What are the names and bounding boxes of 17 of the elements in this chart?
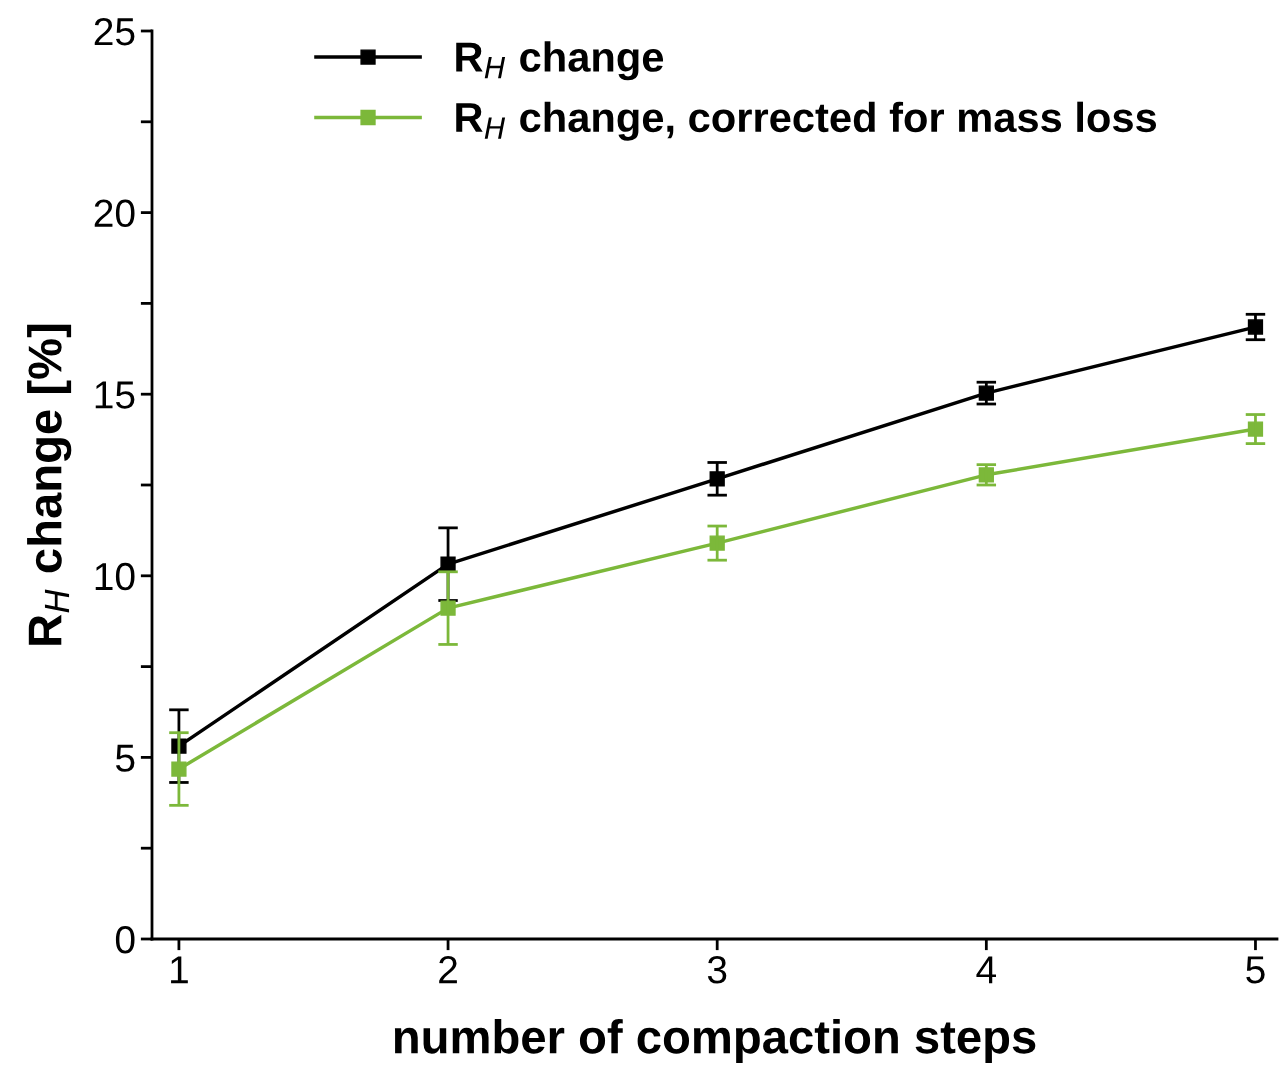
y-tick-label: 15	[95, 381, 135, 409]
y-axis-title: R$_{H}$ change [%]	[27, 324, 72, 645]
y-tick-label: 0	[115, 925, 135, 954]
point	[440, 600, 456, 616]
y-tick-label: 25	[94, 17, 135, 46]
point	[171, 761, 187, 777]
x-tick-label: 1	[171, 956, 188, 984]
y-tick-label: 10	[95, 562, 135, 591]
legend-label: R$_{H}$ change, corrected for mass loss	[456, 101, 1157, 141]
y-tick-label: 5	[115, 744, 135, 772]
x-tick-label: 4	[976, 956, 997, 984]
legend-label: R$_{H}$ change	[456, 41, 664, 81]
x-tick-label: 5	[1246, 956, 1265, 984]
x-tick-label: 2	[439, 956, 457, 984]
y-tick-label: 20	[94, 199, 135, 228]
x-axis-title: number of compaction steps	[394, 1019, 1036, 1064]
x-tick-label: 3	[707, 956, 727, 984]
